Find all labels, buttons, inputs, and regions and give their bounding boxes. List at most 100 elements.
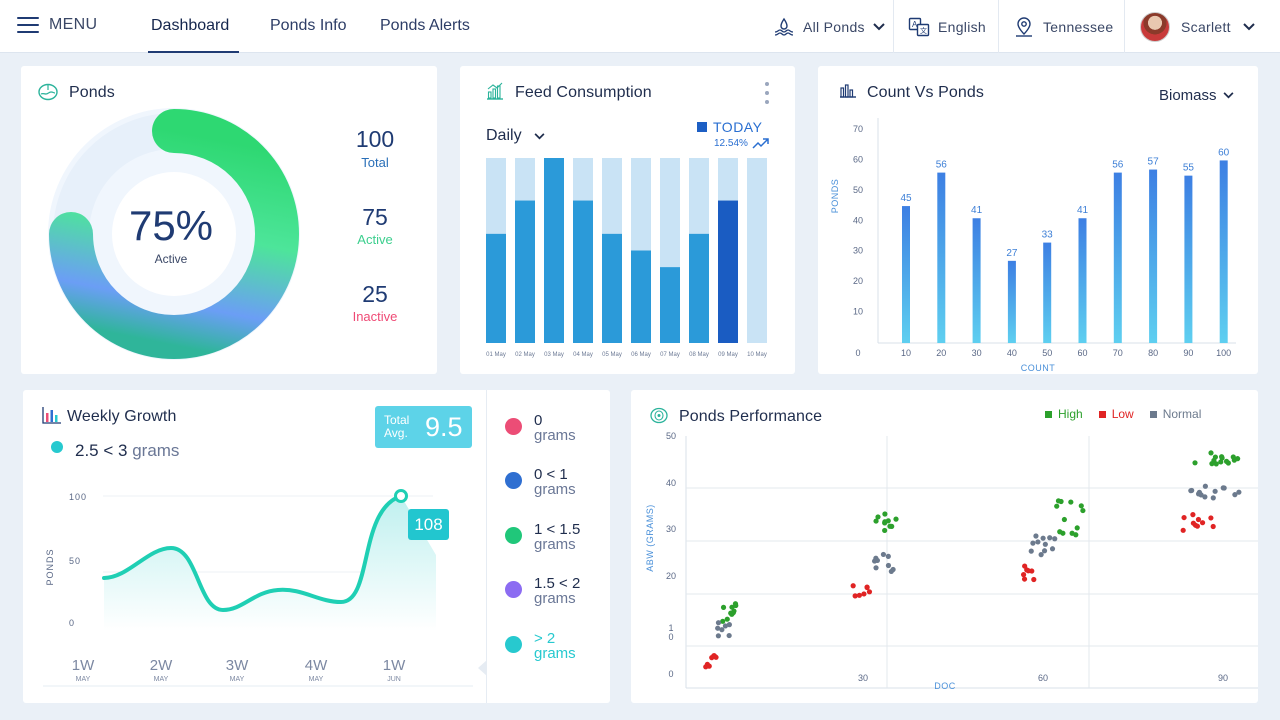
low-point [1181, 514, 1187, 521]
high-point [887, 523, 893, 529]
x-tick: 1W [383, 657, 406, 674]
peak-tooltip: 108 [408, 509, 449, 540]
total-avg-label-line1: Total [384, 413, 410, 427]
high-point [1069, 530, 1075, 536]
legend-unit: grams [534, 536, 576, 553]
total-count: 100 [355, 126, 395, 152]
low-point [856, 592, 863, 598]
bar-value-label: 27 [1006, 248, 1018, 259]
feed-bar [486, 233, 506, 343]
high-point [893, 516, 899, 522]
tab-ponds-alerts[interactable]: Ponds Alerts [380, 17, 470, 34]
feed-change-value: 12.54% [714, 137, 748, 149]
legend-item-label: 1 < 1.5 grams [534, 522, 580, 552]
feed-x-tick: 07 May [660, 352, 680, 358]
growth-legend-item[interactable]: 1.5 < 2 grams [505, 576, 580, 606]
high-point [1223, 458, 1230, 464]
y-axis-label: PONDS [45, 548, 55, 585]
low-point [706, 663, 712, 669]
y-tick: 40 [853, 215, 863, 225]
user-menu[interactable]: Scarlett [1140, 0, 1255, 53]
today-swatch [697, 122, 707, 132]
more-options-icon[interactable] [764, 82, 770, 104]
normal-point [1041, 548, 1048, 554]
y-axis-label: ABW (GRAMS) [645, 504, 655, 572]
high-point [873, 518, 879, 524]
feed-bar [544, 158, 564, 343]
total-avg-label-line2: Avg. [384, 426, 408, 440]
y-tick: 1 [668, 623, 673, 633]
location-label: Tennessee [1043, 18, 1114, 35]
metric-label: Biomass [1159, 87, 1217, 104]
pond-filter-dropdown[interactable]: All Ponds [773, 0, 885, 53]
feed-bar [660, 267, 680, 343]
x-tick-sub: MAY [309, 676, 324, 683]
bar-value-label: 56 [936, 160, 948, 171]
count-bar [902, 206, 910, 343]
selected-range-dot [51, 441, 63, 453]
ponds-donut-chart [48, 108, 300, 360]
count-vs-ponds-card: Count Vs Ponds Biomass 0 10 20 30 40 50 60 70 45… [818, 66, 1258, 374]
low-point [1190, 512, 1196, 518]
normal-point [1047, 535, 1053, 541]
normal-point [1042, 541, 1048, 547]
feed-x-tick: 09 May [718, 352, 738, 358]
count-bar [1007, 260, 1016, 343]
high-point [1074, 525, 1080, 531]
high-point [733, 602, 739, 609]
growth-legend-item[interactable]: 0 < 1 grams [505, 467, 576, 497]
normal-point [715, 625, 721, 631]
x-tick: 100 [1216, 348, 1231, 358]
high-point [882, 511, 888, 517]
legend-low-swatch [1098, 410, 1106, 418]
growth-legend-item[interactable]: > 2 grams [505, 631, 576, 661]
normal-point [1212, 488, 1218, 494]
metric-dropdown[interactable]: Biomass [1159, 87, 1234, 104]
user-name: Scarlett [1181, 18, 1231, 35]
normal-point [1049, 546, 1056, 552]
feed-x-tick: 04 May [573, 352, 593, 358]
location-selector[interactable]: Tennessee [1013, 0, 1113, 53]
feed-title: Feed Consumption [515, 84, 652, 101]
feed-change: 12.54% [714, 137, 770, 149]
ponds-icon [38, 83, 58, 101]
normal-point [885, 562, 892, 569]
normal-point [719, 627, 725, 633]
tab-dashboard[interactable]: Dashboard [151, 17, 230, 34]
growth-legend-item[interactable]: 1 < 1.5 grams [505, 522, 580, 552]
ponds-card: Ponds 75% Active 100 Total 75 Active 25 … [21, 66, 437, 374]
legend-low[interactable]: Low [1098, 407, 1134, 421]
high-point [1219, 454, 1225, 460]
menu-button[interactable]: MENU [17, 16, 97, 34]
count-bar [1219, 160, 1228, 343]
legend-divider [486, 390, 487, 703]
y-tick: 60 [853, 154, 863, 164]
trend-up-icon [752, 138, 769, 149]
normal-point [726, 632, 732, 639]
x-tick: 40 [1007, 348, 1017, 358]
legend-high[interactable]: High [1045, 407, 1083, 421]
legend-normal[interactable]: Normal [1149, 407, 1201, 421]
active-percent-label: Active [154, 252, 188, 266]
y-tick: 50 [853, 185, 863, 195]
column-chart-icon [840, 84, 856, 98]
growth-area [104, 496, 436, 631]
y-tick: 20 [853, 276, 863, 286]
translate-icon: A文 [908, 17, 930, 36]
tab-ponds-info[interactable]: Ponds Info [270, 17, 347, 34]
high-point [724, 616, 730, 622]
normal-point [1028, 548, 1034, 554]
pond-icon [774, 17, 794, 36]
count-bar [1149, 169, 1158, 343]
x-tick: 1W [72, 657, 95, 674]
period-dropdown[interactable]: Daily [486, 127, 545, 145]
growth-legend-item[interactable]: 0 grams [505, 413, 576, 443]
x-tick: 60 [1038, 673, 1048, 683]
high-point [1061, 516, 1067, 523]
performance-title: Ponds Performance [679, 408, 823, 425]
normal-point [873, 565, 879, 571]
selected-range-value: 2.5 < 3 [75, 441, 128, 460]
high-point [1055, 498, 1062, 504]
x-tick: 30 [972, 348, 982, 358]
